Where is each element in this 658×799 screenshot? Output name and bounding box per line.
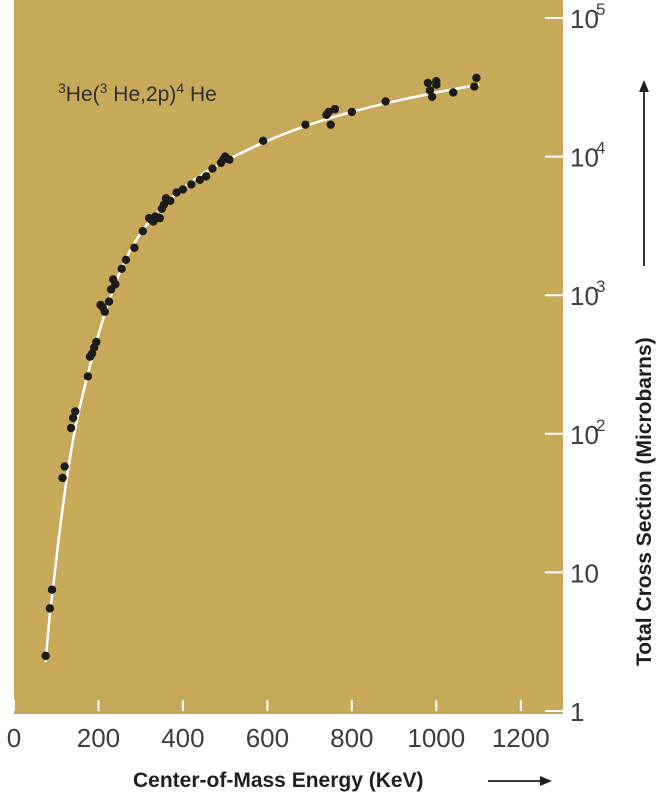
y-tick-label: 10 bbox=[570, 143, 599, 173]
x-tick-label: 1000 bbox=[407, 723, 465, 753]
data-point bbox=[432, 76, 441, 86]
data-point bbox=[225, 155, 234, 164]
data-point bbox=[155, 213, 164, 223]
data-point bbox=[427, 92, 437, 102]
y-tick-exponent: 2 bbox=[596, 416, 605, 435]
reaction-superscript: 3 bbox=[100, 80, 108, 96]
data-point bbox=[92, 337, 101, 347]
data-point bbox=[130, 243, 139, 252]
y-tick-label: 1 bbox=[570, 697, 584, 727]
data-point bbox=[100, 307, 109, 316]
data-point bbox=[208, 164, 217, 173]
y-tick-label: 10 bbox=[570, 420, 599, 450]
reaction-superscript: 3 bbox=[58, 80, 66, 96]
reaction-label: 3He(3 He,2p)4 He bbox=[58, 80, 217, 106]
data-point bbox=[111, 280, 120, 289]
data-point bbox=[449, 88, 458, 97]
data-point bbox=[47, 585, 57, 594]
y-axis-label: Total Cross Section (Microbarns) bbox=[633, 337, 656, 666]
data-point bbox=[423, 78, 433, 88]
data-point bbox=[66, 423, 76, 433]
data-point bbox=[41, 651, 50, 661]
y-tick-exponent: 4 bbox=[596, 139, 605, 158]
data-point bbox=[301, 120, 310, 129]
y-tick-exponent: 3 bbox=[596, 277, 605, 296]
data-points bbox=[41, 73, 481, 661]
x-tick-label: 200 bbox=[77, 723, 120, 753]
y-tick-exponent: 5 bbox=[596, 0, 605, 19]
x-tick-label: 400 bbox=[161, 723, 204, 753]
reaction-superscript: 4 bbox=[176, 80, 184, 96]
x-axis-tick-labels: 0 200 400 600 800 1000 1200 bbox=[7, 723, 550, 753]
data-point bbox=[159, 200, 169, 209]
data-point bbox=[201, 172, 211, 181]
x-axis-label: Center-of-Mass Energy (KeV) bbox=[133, 769, 424, 792]
data-point bbox=[381, 97, 390, 106]
data-point bbox=[68, 413, 78, 423]
data-point bbox=[347, 107, 357, 117]
data-point bbox=[83, 372, 93, 381]
data-point bbox=[258, 136, 268, 146]
y-tick-label: 10 bbox=[570, 4, 599, 34]
data-point bbox=[121, 255, 131, 265]
data-point bbox=[472, 73, 481, 83]
x-tick-label: 1200 bbox=[492, 723, 550, 753]
reaction-text-part: He,2p) bbox=[107, 83, 176, 106]
data-point bbox=[187, 180, 196, 189]
data-point bbox=[470, 82, 479, 91]
y-tick-label: 10 bbox=[570, 558, 599, 588]
y-tick-label: 10 bbox=[570, 281, 599, 311]
x-axis-arrow-head bbox=[540, 776, 552, 786]
data-point bbox=[71, 407, 80, 416]
reaction-text-part: He bbox=[184, 83, 217, 106]
x-tick-label: 0 bbox=[7, 723, 21, 753]
data-point bbox=[425, 86, 435, 95]
data-point bbox=[330, 104, 340, 114]
data-point bbox=[326, 120, 335, 129]
plot-area bbox=[14, 0, 563, 714]
x-tick-label: 800 bbox=[330, 723, 373, 753]
y-axis-arrow-head bbox=[639, 80, 649, 92]
data-point bbox=[324, 107, 333, 117]
data-point bbox=[104, 297, 114, 306]
data-point bbox=[117, 264, 126, 274]
data-point bbox=[166, 196, 175, 205]
data-point bbox=[178, 185, 188, 194]
data-point bbox=[60, 462, 69, 471]
reaction-text-part: He( bbox=[66, 83, 100, 106]
data-point bbox=[138, 226, 148, 236]
data-point bbox=[58, 473, 67, 483]
data-point bbox=[45, 604, 55, 613]
data-point bbox=[195, 175, 205, 185]
y-axis-tick-marks bbox=[13, 17, 563, 712]
x-tick-label: 600 bbox=[246, 723, 289, 753]
data-point bbox=[172, 188, 181, 197]
